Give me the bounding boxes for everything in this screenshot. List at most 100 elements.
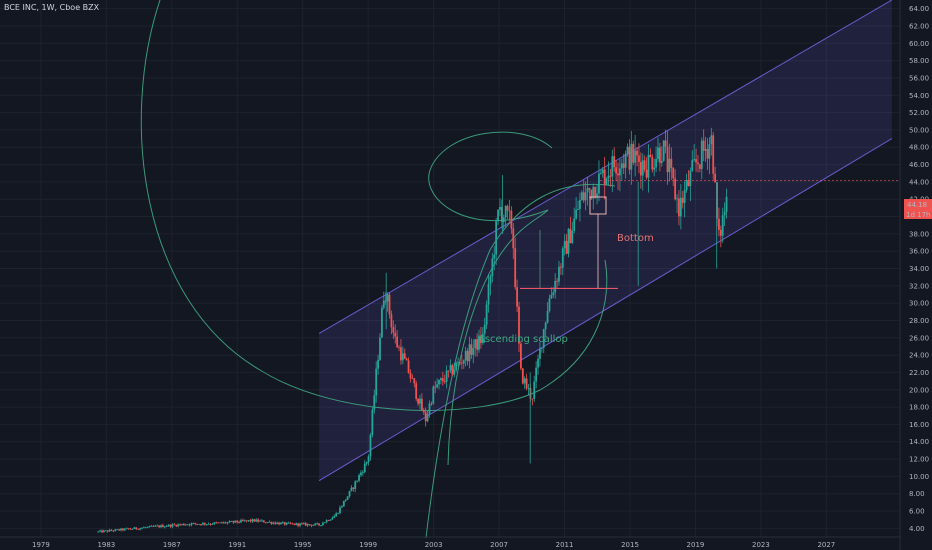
candle-body <box>321 522 324 526</box>
candle-body <box>217 522 220 524</box>
candle-body <box>403 353 406 359</box>
candle-body <box>569 228 572 244</box>
candle-body <box>453 370 456 375</box>
candle-body <box>171 524 174 527</box>
candle-body <box>312 524 315 526</box>
candle-body <box>211 524 214 525</box>
candle-body <box>527 388 530 389</box>
candle-body <box>327 520 330 521</box>
candle-body <box>141 527 143 529</box>
y-tick-label: 48.00 <box>909 144 929 152</box>
candle-body <box>653 167 656 170</box>
candle-body <box>104 530 107 532</box>
candle-body <box>280 522 282 525</box>
candle-body <box>449 365 452 371</box>
y-tick-label: 64.00 <box>909 5 929 13</box>
candle-body <box>638 155 640 163</box>
candle-body <box>575 209 578 219</box>
candle-body <box>337 512 340 514</box>
candle-body <box>440 378 442 381</box>
candle-body <box>407 360 410 373</box>
candle-body <box>375 368 378 396</box>
candle-body <box>232 521 235 523</box>
candle-body <box>365 462 368 464</box>
x-tick-label: 2019 <box>687 541 705 549</box>
candle-body <box>548 298 551 311</box>
candle-body <box>394 332 397 337</box>
candle-body <box>563 240 566 249</box>
candle-body <box>470 344 473 355</box>
y-tick-label: 54.00 <box>909 92 929 100</box>
y-tick-label: 4.00 <box>909 525 925 533</box>
candle-body <box>443 381 446 382</box>
y-tick-label: 26.00 <box>909 334 929 342</box>
candle-body <box>590 189 593 199</box>
candle-body <box>455 362 458 371</box>
candle-body <box>341 506 343 508</box>
candle-body <box>236 520 239 523</box>
x-tick-label: 2023 <box>752 541 770 549</box>
candle-body <box>325 520 328 523</box>
candle-body <box>554 280 557 293</box>
candle-body <box>379 337 381 360</box>
candle-body <box>676 198 678 200</box>
candle-body <box>360 472 362 476</box>
x-tick-label: 2011 <box>556 541 574 549</box>
candle-body <box>278 522 280 525</box>
candle-body <box>493 254 496 259</box>
candle-body <box>314 523 317 525</box>
channel-upper-line <box>318 0 893 334</box>
candle-body <box>380 307 383 338</box>
candle-body <box>226 522 229 524</box>
candle-body <box>188 524 191 526</box>
candle-body <box>160 525 162 528</box>
candle-body <box>173 524 176 526</box>
candle-body <box>601 169 604 174</box>
candle-body <box>382 300 385 308</box>
candle-body <box>350 487 353 491</box>
candle-body <box>424 412 427 422</box>
y-tick-label: 50.00 <box>909 126 929 134</box>
candle-body <box>525 378 528 389</box>
candle-body <box>262 520 265 523</box>
x-tick-label: 1999 <box>359 541 377 549</box>
candle-body <box>339 507 341 513</box>
candle-body <box>264 522 267 524</box>
candle-body <box>114 529 117 531</box>
candle-body <box>459 362 461 363</box>
candle-body <box>304 523 307 526</box>
candle-body <box>150 525 153 527</box>
candle-body <box>480 335 482 344</box>
y-axis: 4.00 6.00 8.00 10.00 12.00 14.00 16.00 18.00 20.… <box>899 0 929 550</box>
scallop-arcs <box>140 0 616 539</box>
y-tick-label: 16.00 <box>909 421 929 429</box>
candle-body <box>306 524 309 526</box>
candle-body <box>129 528 132 530</box>
candle-body <box>497 209 499 222</box>
candle-body <box>411 378 414 379</box>
candle-body <box>110 529 113 531</box>
candle-body <box>194 523 197 524</box>
candle-body <box>476 339 479 350</box>
scallop-arc <box>425 183 616 539</box>
candle-body <box>148 525 151 527</box>
candle-body <box>533 381 536 399</box>
candle-body <box>230 521 233 522</box>
candle-body <box>552 292 555 296</box>
candle-body <box>643 160 646 170</box>
candle-body <box>257 519 260 522</box>
candle-body <box>297 523 300 526</box>
candle-body <box>634 150 637 163</box>
candle-body <box>681 197 684 203</box>
candle-body <box>721 215 724 236</box>
candle-body <box>605 178 608 185</box>
candle-body <box>596 193 598 198</box>
candle-body <box>508 210 511 212</box>
candle-body <box>537 358 539 368</box>
candle-body <box>323 522 326 524</box>
candle-body <box>428 403 431 415</box>
candle-body <box>714 173 717 183</box>
candle-body <box>460 362 463 364</box>
candle-body <box>582 192 585 201</box>
